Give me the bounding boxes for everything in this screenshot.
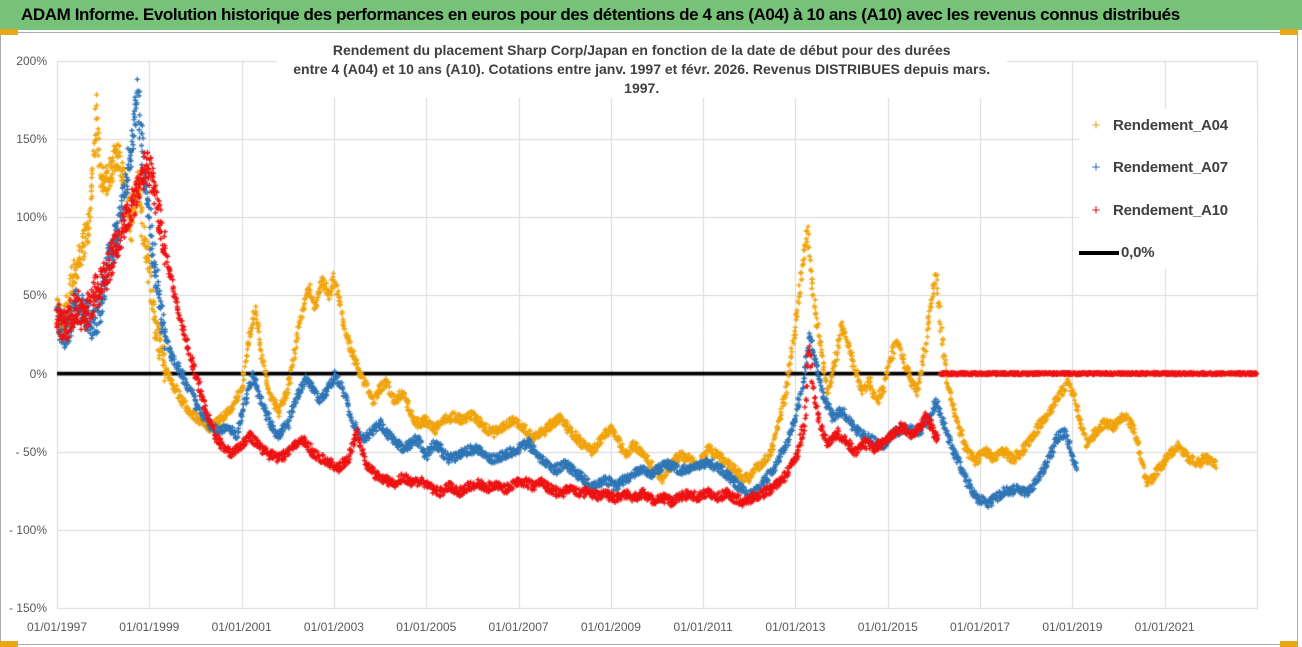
selection-handle[interactable] <box>0 641 18 647</box>
selection-handle[interactable] <box>1280 641 1298 647</box>
y-axis-tick-label: - 50% <box>15 444 47 459</box>
x-axis-tick-label: 01/01/2013 <box>765 620 826 634</box>
x-axis-tick-label: 01/01/2007 <box>488 620 549 634</box>
selection-handle[interactable] <box>0 29 18 35</box>
x-axis-tick-label: 01/01/2005 <box>396 620 457 634</box>
chart-title: Rendement du placement Sharp Corp/Japan … <box>276 41 1007 98</box>
legend-item-rendement_a10[interactable]: + Rendement_A10 <box>1079 198 1257 222</box>
x-axis-tick-label: 01/01/2003 <box>303 620 364 634</box>
x-axis-tick-label: 01/01/1999 <box>119 620 180 634</box>
banner: ADAM Informe. Evolution historique des p… <box>0 0 1302 30</box>
x-axis-tick-label: 01/01/2019 <box>1042 620 1103 634</box>
y-axis-tick-label: 200% <box>16 54 47 68</box>
x-axis-tick-label: 01/01/2021 <box>1134 620 1195 634</box>
legend[interactable]: + Rendement_A04 + Rendement_A07 + Rendement_A… <box>1079 109 1257 269</box>
legend-item-rendement_a07[interactable]: + Rendement_A07 <box>1079 156 1257 180</box>
y-axis-tick-label: 150% <box>16 132 47 147</box>
x-axis-tick-label: 01/01/2001 <box>211 620 272 634</box>
x-axis-tick-label: 01/01/1997 <box>26 620 88 634</box>
y-axis-tick-label: 50% <box>22 288 47 303</box>
legend-item-label: 0,0% <box>1121 244 1155 262</box>
chart-title-line2: entre 4 (A04) et 10 ans (A10). Cotations… <box>293 61 991 96</box>
chart-object[interactable]: Rendement du placement Sharp Corp/Japan … <box>0 32 1298 645</box>
legend-item-label: Rendement_A07 <box>1113 159 1228 177</box>
y-axis-tick-label: 0% <box>29 366 47 381</box>
plus-marker-icon: + <box>1091 201 1101 219</box>
plus-marker-icon: + <box>1091 116 1101 134</box>
legend-item-label: Rendement_A04 <box>1113 116 1228 134</box>
x-axis-tick-label: 01/01/2015 <box>857 620 918 634</box>
x-axis-tick-label: 01/01/2011 <box>673 620 733 634</box>
zero-line-swatch <box>1079 250 1119 255</box>
legend-item-rendement_a04[interactable]: + Rendement_A04 <box>1079 113 1257 137</box>
chart-title-line1: Rendement du placement Sharp Corp/Japan … <box>332 42 951 58</box>
y-axis-tick-label: 100% <box>16 210 47 225</box>
x-axis-tick-label: 01/01/2009 <box>580 620 641 634</box>
y-axis-tick-label: - 100% <box>8 522 47 537</box>
banner-title: ADAM Informe. Evolution historique des p… <box>21 5 1180 24</box>
selection-handle[interactable] <box>1280 29 1298 35</box>
legend-item-zero-line[interactable]: 0,0% <box>1079 241 1257 265</box>
legend-item-label: Rendement_A10 <box>1113 201 1228 219</box>
plus-marker-icon: + <box>1091 159 1101 177</box>
x-axis-tick-label: 01/01/2017 <box>950 620 1011 634</box>
y-axis-tick-label: - 150% <box>8 601 47 615</box>
